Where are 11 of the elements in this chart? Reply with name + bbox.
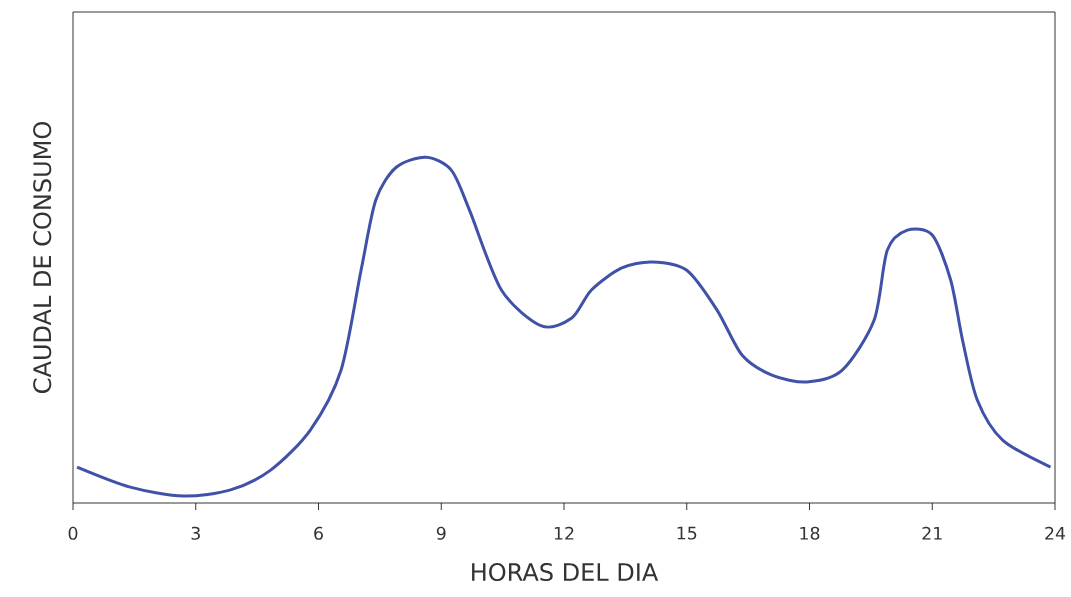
y-axis-title: CAUDAL DE CONSUMO bbox=[33, 122, 52, 393]
x-tick-label: 18 bbox=[800, 526, 820, 540]
x-tick-label: 6 bbox=[314, 526, 323, 540]
x-tick-label: 12 bbox=[554, 526, 574, 540]
x-tick-label: 15 bbox=[677, 526, 697, 540]
x-tick-label: 21 bbox=[922, 526, 942, 540]
x-tick-label: 0 bbox=[68, 526, 78, 540]
x-tick-label: 9 bbox=[436, 526, 446, 540]
x-axis-title: HORAS DEL DIA bbox=[472, 562, 659, 582]
x-tick-label: 24 bbox=[1045, 526, 1066, 540]
x-tick-label: 3 bbox=[191, 526, 200, 540]
